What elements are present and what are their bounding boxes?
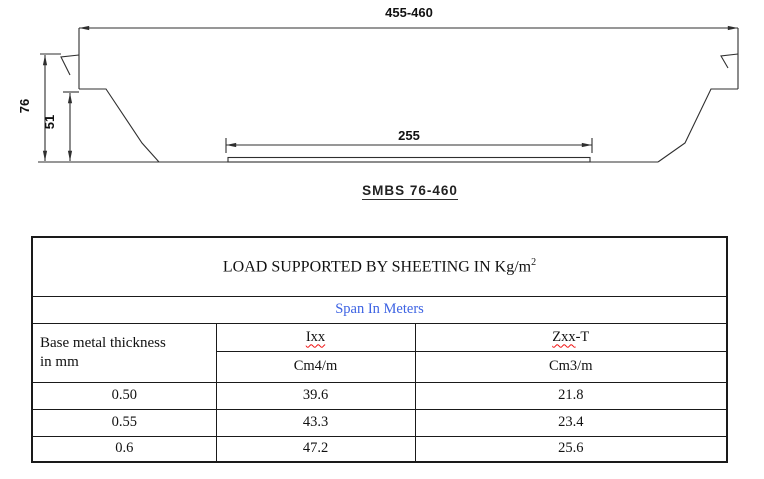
header-ixx-label: Ixx (305, 328, 326, 345)
zxx-value: 21.8 (414, 381, 728, 410)
profile-right-lip (720, 53, 739, 69)
header-zxx-cell: Zxx-T (414, 322, 728, 352)
table-row: 0.50 39.6 21.8 (31, 381, 728, 410)
profile-center-pan (227, 156, 591, 163)
table-title-superscript: 2 (531, 257, 537, 269)
profile-left-lip (60, 54, 80, 76)
load-table: LOAD SUPPORTED BY SHEETING IN Kg/m2 Span… (31, 236, 728, 463)
table-title-text: LOAD SUPPORTED BY SHEETING IN Kg/m (222, 258, 532, 276)
profile-left-web (79, 88, 160, 163)
profile-name-label: SMBS 76-460 (362, 183, 458, 198)
table-header-row: Base metal thickness in mm Ixx Zxx-T (31, 322, 728, 383)
thickness-value: 0.6 (31, 435, 217, 463)
table-units-row: Cm4/m Cm3/m (32, 350, 728, 383)
thickness-value: 0.55 (31, 408, 217, 437)
zxx-value: 25.6 (414, 435, 728, 463)
dim-label-total-height: 76 (17, 99, 32, 113)
profile-right-web (657, 88, 738, 163)
header-zxx-suffix: -T (575, 328, 590, 345)
table-subtitle-cell: Span In Meters (31, 295, 728, 324)
header-thickness-line1: Base metal thickness (40, 334, 166, 351)
dim-label-rib-height: 51 (42, 115, 57, 129)
table-row: 0.55 43.3 23.4 (31, 408, 728, 437)
zxx-value: 23.4 (414, 408, 728, 437)
profile-drawing: 455-460 76 51 255 SMBS 76-460 (17, 5, 739, 201)
thickness-value: 0.50 (31, 381, 217, 410)
ixx-value: 43.3 (215, 408, 416, 437)
header-thickness-cell: Base metal thickness in mm (31, 322, 217, 383)
unit-ixx-cell: Cm4/m (215, 350, 416, 383)
table-subtitle-row: Span In Meters (31, 295, 728, 324)
table-title-cell: LOAD SUPPORTED BY SHEETING IN Kg/m2 (31, 236, 728, 297)
header-zxx-label: Zxx (552, 328, 576, 345)
dim-label-pan-width: 255 (398, 128, 420, 143)
table-subtitle-text: Span In Meters (335, 301, 424, 317)
header-ixx-cell: Ixx (215, 322, 416, 352)
ixx-value: 39.6 (215, 381, 416, 410)
header-thickness-line2: in mm (40, 353, 79, 370)
dim-label-overall-width: 455-460 (385, 5, 433, 20)
table-title-row: LOAD SUPPORTED BY SHEETING IN Kg/m2 (31, 236, 728, 297)
table-row: 0.6 47.2 25.6 (31, 435, 728, 463)
unit-zxx-cell: Cm3/m (414, 350, 728, 383)
ixx-value: 47.2 (215, 435, 416, 463)
